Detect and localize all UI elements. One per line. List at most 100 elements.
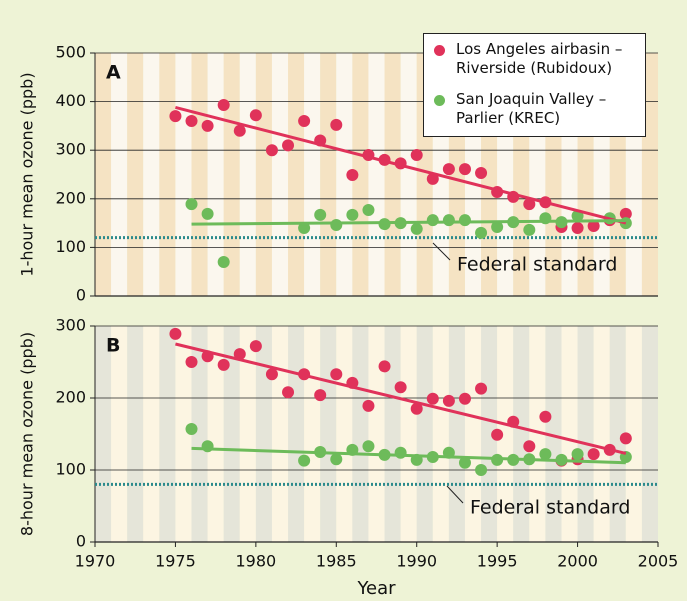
data-point — [539, 410, 552, 423]
background-stripe — [336, 53, 353, 296]
background-stripe — [191, 326, 208, 542]
background-stripe — [127, 53, 144, 296]
data-point — [619, 432, 632, 445]
data-point — [169, 327, 182, 340]
legend-marker — [434, 95, 445, 106]
data-point — [571, 448, 584, 461]
data-point — [201, 207, 214, 220]
data-point — [314, 389, 327, 402]
background-stripe — [432, 326, 449, 542]
data-point — [362, 399, 375, 412]
background-stripe — [384, 53, 401, 296]
background-stripe — [529, 326, 546, 542]
y-tick-label: 500 — [55, 43, 86, 62]
data-point — [265, 144, 278, 157]
y-axis-label: 1-hour mean ozone (ppb) — [18, 72, 37, 276]
y-axis-label: 8-hour mean ozone (ppb) — [18, 332, 37, 536]
background-stripe — [304, 326, 321, 542]
data-point — [233, 348, 246, 361]
x-tick-label: 1975 — [155, 552, 196, 571]
background-stripe — [111, 53, 128, 296]
x-tick-label: 1985 — [316, 552, 357, 571]
background-stripe — [352, 53, 369, 296]
legend-entry: San Joaquin Valley – Parlier (KREC) — [434, 90, 641, 128]
leader-line — [432, 242, 451, 261]
background-stripe — [255, 326, 272, 542]
background-stripe — [271, 53, 289, 296]
trend-line — [191, 219, 626, 226]
data-point — [185, 422, 198, 435]
y-tick-label: 400 — [55, 91, 86, 110]
data-point — [185, 356, 198, 368]
data-point — [458, 214, 471, 227]
background-stripe — [400, 53, 417, 296]
background-stripe — [400, 326, 417, 542]
data-point — [491, 428, 504, 441]
data-point — [378, 360, 391, 373]
background-stripe — [271, 326, 289, 542]
data-point — [330, 368, 343, 381]
background-stripe — [159, 326, 176, 542]
data-point — [298, 115, 311, 128]
y-tick-label: 0 — [76, 286, 86, 305]
background-stripe — [175, 53, 192, 296]
background-stripe — [545, 326, 562, 542]
background-stripe — [320, 53, 337, 296]
trend-line — [175, 105, 627, 225]
background-stripe — [368, 326, 385, 542]
panel-label: B — [106, 335, 120, 357]
data-point — [298, 454, 311, 467]
background-stripe — [255, 53, 272, 296]
data-point — [249, 109, 262, 122]
data-point — [265, 368, 278, 381]
y-tick-label: 200 — [55, 388, 86, 407]
data-point — [233, 124, 246, 137]
data-point — [282, 139, 295, 152]
reference-label: Federal standard — [470, 497, 630, 519]
data-point — [330, 219, 343, 232]
background-stripe — [159, 53, 176, 296]
data-point — [475, 382, 488, 395]
data-point — [571, 221, 584, 234]
background-stripe — [384, 326, 401, 542]
panel-label: A — [106, 62, 121, 84]
data-point — [539, 448, 552, 461]
data-point — [458, 163, 471, 176]
data-point — [442, 394, 455, 407]
legend: Los Angeles airbasin – Riverside (Rubido… — [423, 33, 646, 137]
x-tick-label: 1990 — [396, 552, 437, 571]
background-stripe — [336, 326, 353, 542]
background-stripe — [127, 326, 144, 542]
data-point — [426, 214, 439, 227]
x-tick-label: 1970 — [75, 552, 116, 571]
background-stripe — [561, 326, 578, 542]
data-point — [491, 220, 504, 233]
x-tick-label: 2000 — [557, 552, 598, 571]
background-stripe — [464, 326, 482, 542]
background-stripe — [497, 326, 514, 542]
legend-label: Los Angeles airbasin – Riverside (Rubido… — [456, 40, 623, 77]
background-stripe — [416, 326, 433, 542]
legend-label: San Joaquin Valley – Parlier (KREC) — [456, 90, 607, 127]
background-stripe — [368, 53, 385, 296]
y-tick-label: 300 — [55, 140, 86, 159]
data-point — [249, 340, 262, 353]
background-stripe — [288, 326, 305, 542]
data-point — [587, 220, 600, 233]
data-point — [201, 119, 214, 132]
data-point — [169, 110, 182, 123]
x-tick-label: 1980 — [235, 552, 276, 571]
data-point — [426, 392, 439, 405]
background-stripe — [143, 326, 160, 542]
data-point — [475, 226, 488, 239]
legend-entry: Los Angeles airbasin – Riverside (Rubido… — [434, 40, 641, 78]
y-tick-label: 100 — [55, 460, 86, 479]
data-point — [185, 198, 198, 211]
data-point — [442, 214, 455, 227]
data-point — [410, 149, 423, 162]
data-point — [619, 207, 632, 220]
data-point — [523, 440, 536, 453]
data-point — [523, 223, 536, 236]
background-stripe — [481, 326, 498, 542]
data-point — [346, 168, 359, 181]
